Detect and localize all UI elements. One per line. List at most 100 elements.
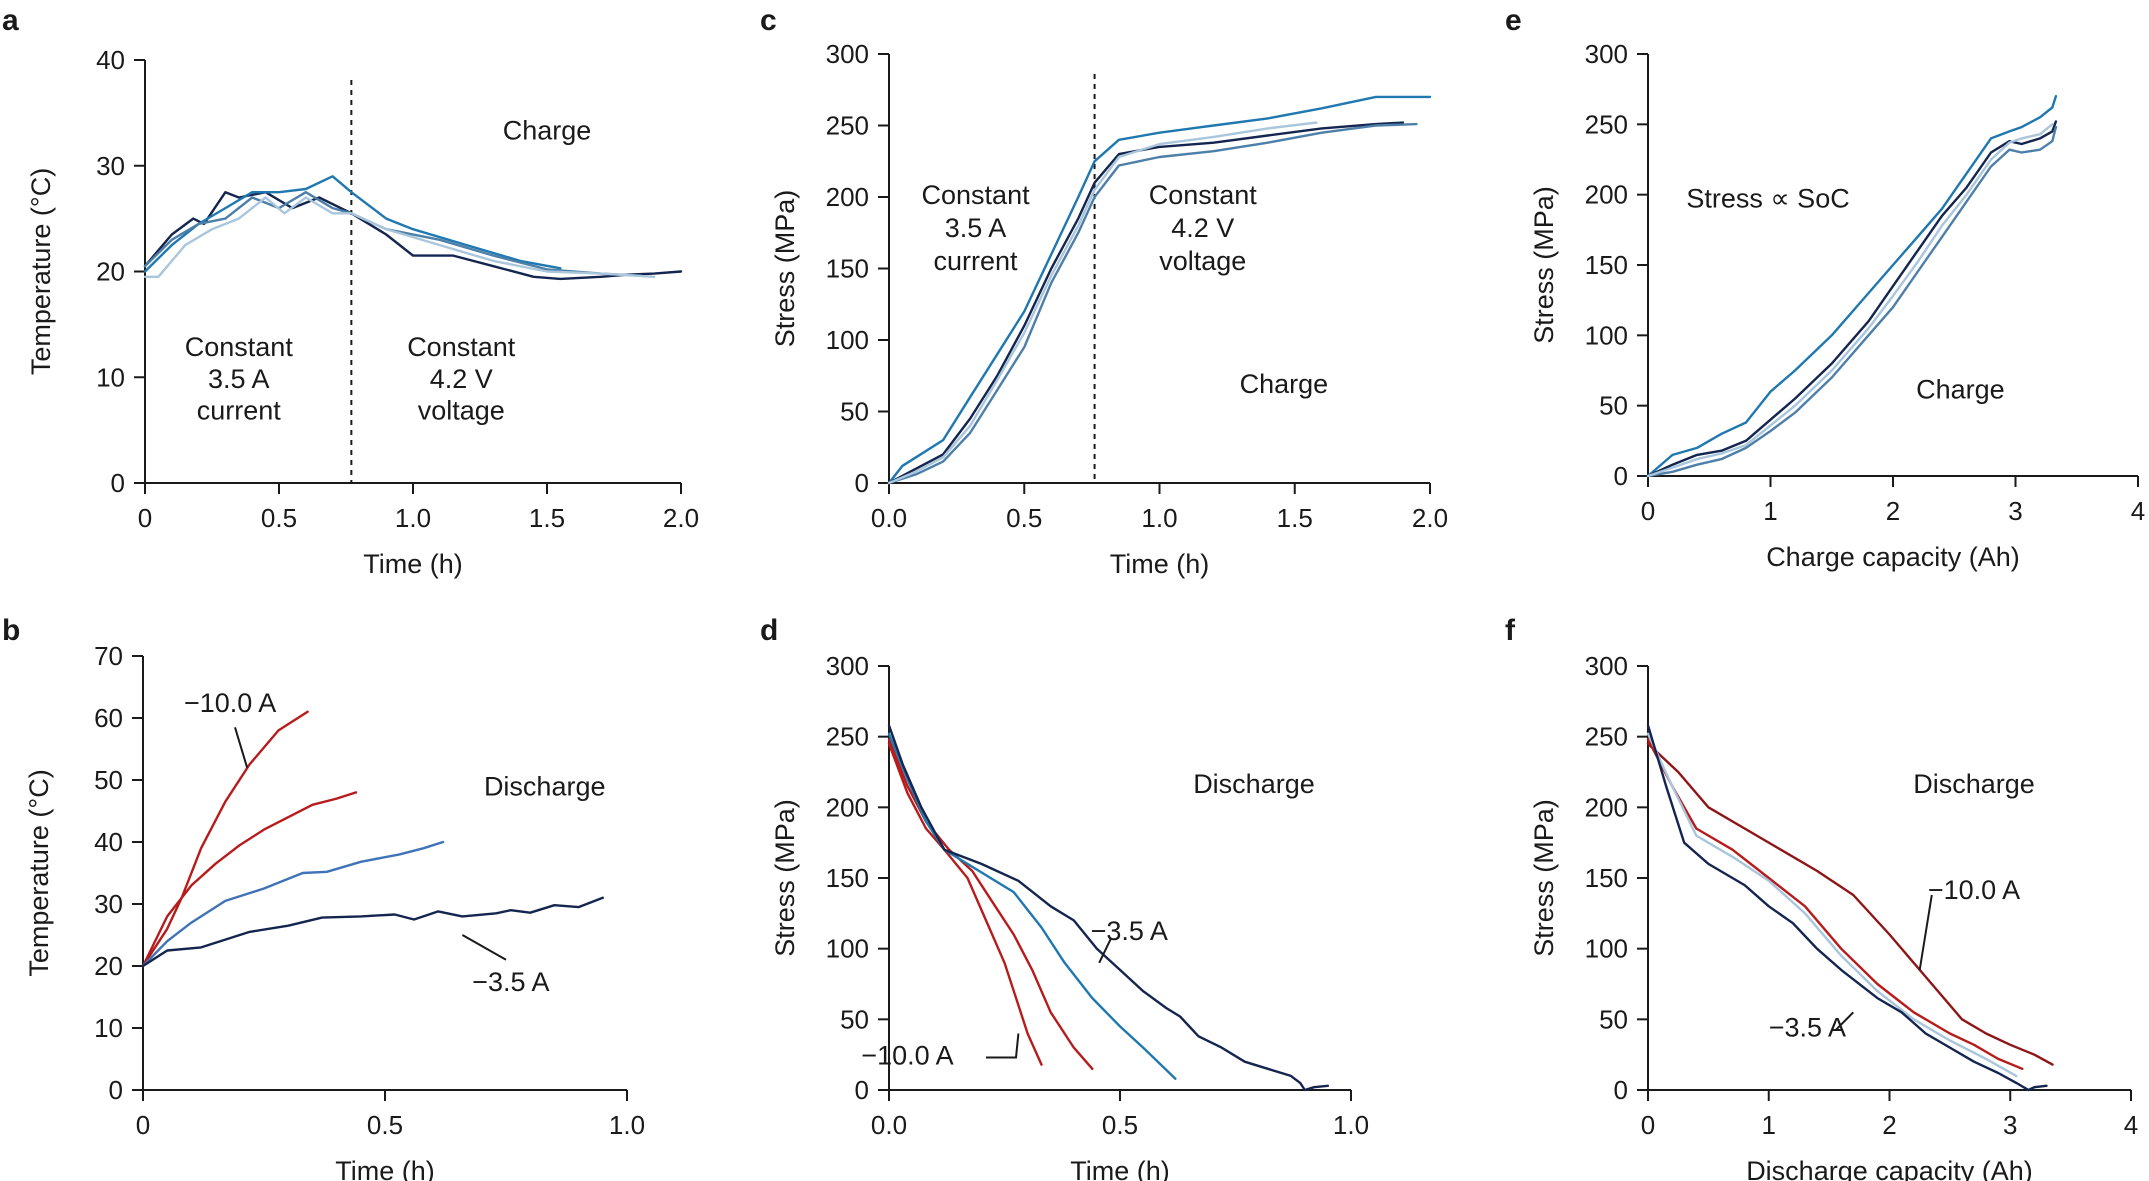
series-line-a-3: [143, 196, 656, 278]
annotation-c: voltage: [1159, 246, 1246, 276]
y-axis-label-b: Temperature (°C): [24, 769, 54, 976]
x-tick-label-f: 1: [1762, 1110, 1776, 1140]
leader-line-b-0: [234, 727, 249, 768]
y-axis-label-d: Stress (MPa): [770, 799, 800, 957]
x-tick-label-a: 0: [138, 503, 152, 533]
y-tick-label-e: 0: [1614, 461, 1628, 491]
x-axis-label-d: Time (h): [1070, 1156, 1170, 1181]
y-tick-label-b: 0: [109, 1075, 123, 1105]
annotation-d: −10.0 A: [861, 1041, 953, 1071]
series-line-f-0: [1646, 742, 2054, 1066]
annotation-c: current: [934, 246, 1019, 276]
annotation-c: Charge: [1240, 369, 1329, 399]
x-tick-label-d: 1.0: [1333, 1110, 1369, 1140]
y-tick-label-a: 30: [96, 151, 125, 181]
y-tick-label-b: 40: [94, 827, 123, 857]
y-tick-label-d: 250: [826, 722, 869, 752]
y-tick-label-e: 50: [1599, 391, 1628, 421]
x-tick-label-b: 0: [136, 1110, 150, 1140]
y-tick-label-a: 0: [111, 468, 125, 498]
x-tick-label-e: 4: [2131, 496, 2145, 526]
y-tick-label-f: 0: [1614, 1075, 1628, 1105]
x-axis-label-f: Discharge capacity (Ah): [1746, 1156, 2033, 1181]
x-tick-label-e: 0: [1641, 496, 1655, 526]
y-tick-label-b: 50: [94, 765, 123, 795]
y-tick-label-e: 150: [1585, 250, 1628, 280]
x-tick-label-d: 0.5: [1102, 1110, 1138, 1140]
x-tick-label-d: 0.0: [871, 1110, 907, 1140]
series-line-e-3: [1646, 123, 2054, 478]
annotation-a: Constant: [185, 332, 294, 362]
annotation-a: 3.5 A: [208, 364, 270, 394]
x-tick-label-c: 1.0: [1141, 503, 1177, 533]
y-tick-label-d: 100: [826, 934, 869, 964]
x-tick-label-e: 2: [1886, 496, 1900, 526]
x-tick-label-e: 1: [1763, 496, 1777, 526]
annotation-f: −10.0 A: [1928, 875, 2020, 905]
panel-e: e 0 1 2 3 4 0 50 100 150 200 250 300 Charge capacity …: [1505, 4, 2145, 572]
y-axis-label-e: Stress (MPa): [1529, 186, 1559, 344]
series-line-a-1: [143, 175, 562, 273]
x-tick-label-e: 3: [2008, 496, 2022, 526]
x-axis-label-e: Charge capacity (Ah): [1766, 542, 2020, 572]
y-tick-label-d: 0: [855, 1075, 869, 1105]
y-tick-label-d: 200: [826, 792, 869, 822]
x-tick-label-b: 0.5: [367, 1110, 403, 1140]
leader-line-f-1: [1834, 1011, 1855, 1032]
series-line-a-2: [143, 190, 642, 277]
series-line-c-2: [887, 122, 1418, 485]
y-tick-label-b: 70: [94, 641, 123, 671]
series-line-f-2: [1646, 732, 2018, 1078]
y-tick-label-f: 300: [1585, 651, 1628, 681]
y-tick-label-a: 10: [96, 362, 125, 392]
annotation-f: Discharge: [1913, 769, 2035, 799]
panel-letter-f: f: [1505, 614, 1516, 647]
y-tick-label-e: 300: [1585, 39, 1628, 69]
series-line-b-1: [141, 791, 358, 968]
y-tick-label-a: 40: [96, 45, 125, 75]
x-tick-label-c: 0.5: [1006, 503, 1042, 533]
leader-line-f-0: [1918, 894, 1933, 971]
x-tick-label-a: 0.5: [261, 503, 297, 533]
y-tick-label-d: 150: [826, 863, 869, 893]
y-axis-label-a: Temperature (°C): [26, 168, 56, 375]
y-axis-label-c: Stress (MPa): [770, 190, 800, 348]
x-tick-label-f: 2: [1882, 1110, 1896, 1140]
panel-b: b 0 0.5 1.0 0 10 20 30 40 50 60 70 Time (h) Temperatu…: [2, 614, 645, 1181]
annotation-a: current: [197, 396, 282, 426]
y-tick-label-c: 100: [826, 325, 869, 355]
y-tick-label-b: 30: [94, 889, 123, 919]
x-tick-label-f: 3: [2003, 1110, 2017, 1140]
y-tick-label-e: 100: [1585, 320, 1628, 350]
y-tick-label-f: 50: [1599, 1004, 1628, 1034]
y-tick-label-f: 200: [1585, 792, 1628, 822]
y-tick-label-e: 250: [1585, 109, 1628, 139]
y-tick-label-c: 250: [826, 111, 869, 141]
annotation-b: Discharge: [484, 772, 606, 802]
x-tick-label-a: 1.5: [529, 503, 565, 533]
panel-c: c 0.0 0.5 1.0 1.5 2.0 0 50 100 150 200 250 300 Time (…: [760, 4, 1448, 579]
annotation-f: −3.5 A: [1769, 1012, 1846, 1042]
panel-d: d 0.0 0.5 1.0 0 50 100 150 200 250 300 Time (h) Stre…: [760, 614, 1369, 1181]
panel-f: f 0 1 2 3 4 0 50 100 150 200 250 300 Discharge capaci…: [1505, 614, 2138, 1181]
x-tick-label-b: 1.0: [609, 1110, 645, 1140]
annotation-d: −3.5 A: [1091, 916, 1168, 946]
x-tick-label-f: 0: [1641, 1110, 1655, 1140]
x-tick-label-c: 2.0: [1412, 503, 1448, 533]
y-tick-label-c: 300: [826, 39, 869, 69]
y-tick-label-b: 10: [94, 1013, 123, 1043]
x-axis-label-b: Time (h): [335, 1156, 435, 1181]
panel-a: a 0 0.5 1.0 1.5 2.0 0 10 20 30 40 Time (h) Temperatu…: [2, 4, 699, 579]
leader-line-d-1: [986, 1033, 1020, 1059]
series-line-e-1: [1646, 120, 2058, 478]
x-tick-label-f: 4: [2124, 1110, 2138, 1140]
annotation-e: Stress ∝ SoC: [1686, 183, 1849, 213]
y-tick-label-f: 100: [1585, 934, 1628, 964]
series-line-e-0: [1646, 94, 2058, 478]
series-line-b-3: [141, 896, 604, 968]
series-line-b-0: [141, 710, 309, 968]
x-tick-label-a: 1.0: [395, 503, 431, 533]
panel-letter-b: b: [2, 614, 20, 647]
panel-letter-e: e: [1505, 4, 1522, 37]
